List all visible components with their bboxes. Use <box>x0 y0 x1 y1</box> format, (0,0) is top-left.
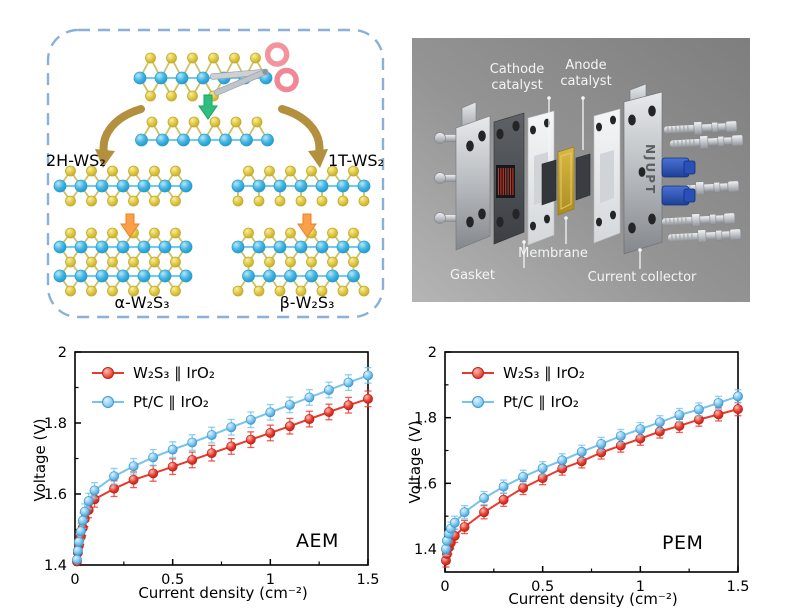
orange-arrow-left-icon <box>120 213 140 238</box>
pem-yaxis-label: Voltage (V) <box>406 420 424 504</box>
membrane-label: Membrane <box>518 246 588 261</box>
series-ptc-iro2 <box>72 366 373 565</box>
svg-text:1: 1 <box>636 579 645 595</box>
legend-item-w2s3: W₂S₃ ∥ IrO₂ <box>92 362 215 383</box>
tube-fittings <box>661 157 696 206</box>
pem-xaxis-label: Current density (cm⁻²) <box>508 590 678 608</box>
svg-text:1.5: 1.5 <box>726 579 749 595</box>
legend-label: Pt/C ∥ IrO₂ <box>503 392 579 411</box>
cathode-catalyst-label: Cathode catalyst <box>489 62 545 94</box>
svg-text:0.5: 0.5 <box>531 579 554 595</box>
w2s3-marker-icon <box>92 366 124 379</box>
synthesis-schematic <box>46 28 385 319</box>
aem-yaxis-label: Voltage (V) <box>31 418 49 502</box>
svg-text:1.4: 1.4 <box>414 542 437 558</box>
current-collector-label: Current collector <box>587 270 697 285</box>
ptc-marker-icon <box>462 395 494 408</box>
pem-panel-label: PEM <box>662 532 704 554</box>
gasket-label: Gasket <box>450 268 495 283</box>
scissors-icon <box>209 42 299 96</box>
ptc-marker-icon <box>92 395 124 408</box>
svg-text:2: 2 <box>428 345 437 361</box>
legend-label: W₂S₃ ∥ IrO₂ <box>133 363 215 382</box>
molecule-chains <box>53 52 371 297</box>
leader-lines <box>522 96 642 269</box>
gasket-right <box>593 108 621 244</box>
label-1t-ws2: 1T-WS₂ <box>328 151 384 170</box>
svg-text:1.4: 1.4 <box>44 558 67 574</box>
aem-legend: W₂S₃ ∥ IrO₂ Pt/C ∥ IrO₂ <box>92 362 215 412</box>
orange-arrow-right-icon <box>297 213 317 238</box>
w2s3-marker-icon <box>462 366 494 379</box>
series-ptc-iro2 <box>441 389 743 557</box>
green-arrow-icon <box>198 94 218 120</box>
svg-text:0.5: 0.5 <box>161 572 184 588</box>
plate-engraving: NJUPT <box>643 144 657 195</box>
legend-label: W₂S₃ ∥ IrO₂ <box>503 363 585 382</box>
gold-arrow-left-icon <box>95 105 145 168</box>
svg-text:1.6: 1.6 <box>44 487 67 503</box>
anode-catalyst-label: Anode catalyst <box>560 58 612 90</box>
gold-arrow-right-icon <box>278 105 328 168</box>
axis-ticks: 0 0.5 1 1.5 1.4 1.6 1.8 2 <box>414 345 750 595</box>
aem-chart: 0 0.5 1 1.5 1.4 1.6 1.8 2 <box>44 345 380 588</box>
aem-xaxis-label: Current density (cm⁻²) <box>138 584 308 602</box>
pem-chart: 0 0.5 1 1.5 1.4 1.6 1.8 2 <box>414 345 750 595</box>
pem-legend: W₂S₃ ∥ IrO₂ Pt/C ∥ IrO₂ <box>462 362 585 412</box>
svg-text:1.8: 1.8 <box>44 416 67 432</box>
svg-text:1: 1 <box>266 572 275 588</box>
electrolyzer-render: NJUPT Cathode catalyst Anode catalyst Me… <box>412 38 750 302</box>
aem-panel-label: AEM <box>296 530 339 552</box>
svg-text:2: 2 <box>58 345 67 361</box>
svg-text:0: 0 <box>70 572 79 588</box>
legend-label: Pt/C ∥ IrO₂ <box>133 392 209 411</box>
svg-text:0: 0 <box>440 579 449 595</box>
dashed-border <box>46 28 385 319</box>
cathode-catalyst-layer <box>541 159 557 206</box>
axis-ticks: 0 0.5 1 1.5 1.4 1.6 1.8 2 <box>44 345 380 588</box>
label-alpha-w2s3: α-W₂S₃ <box>114 293 170 312</box>
legend-item-ptc: Pt/C ∥ IrO₂ <box>462 391 585 412</box>
electrolyzer-graphic: NJUPT <box>412 38 750 302</box>
legend-item-w2s3: W₂S₃ ∥ IrO₂ <box>462 362 585 383</box>
membrane-layer <box>557 146 575 216</box>
svg-text:1.5: 1.5 <box>356 572 379 588</box>
svg-text:1.6: 1.6 <box>414 476 437 492</box>
label-2h-ws2: 2H-WS₂ <box>46 151 106 170</box>
anode-catalyst-layer <box>575 153 591 201</box>
label-beta-w2s3: β-W₂S₃ <box>279 293 335 312</box>
legend-item-ptc: Pt/C ∥ IrO₂ <box>92 391 215 412</box>
svg-text:1.8: 1.8 <box>414 411 437 427</box>
plate-holes <box>466 105 656 234</box>
